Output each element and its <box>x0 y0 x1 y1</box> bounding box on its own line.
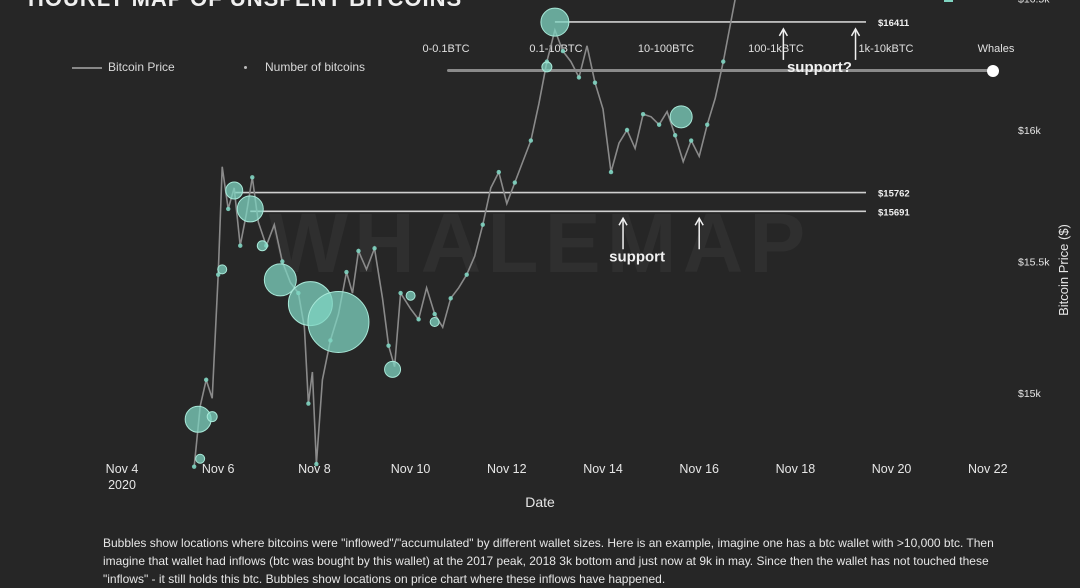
price-dot <box>688 138 694 143</box>
price-dot <box>203 377 209 383</box>
slider-label[interactable]: Whales <box>977 43 1015 55</box>
price-dot <box>386 343 391 348</box>
x-tick-label: Nov 14 <box>583 462 623 476</box>
bubble <box>195 453 206 464</box>
page-title: HOURLY MAP OF UNSPENT BITCOINS <box>28 0 462 12</box>
bubble <box>225 181 244 200</box>
price-dot <box>608 169 614 175</box>
y-axis-label: Bitcoin Price ($) <box>1056 224 1071 316</box>
bubble <box>540 7 570 37</box>
legend-count-label: Number of bitcoins <box>265 60 366 74</box>
watermark: WHALEMAP <box>269 196 812 290</box>
price-dot <box>576 75 582 80</box>
bubble <box>217 264 228 275</box>
y-tick-label: $15.5k <box>1018 257 1050 269</box>
support-level-label: $15762 <box>878 189 910 200</box>
price-dot <box>372 246 377 251</box>
x-tick-label: Nov 12 <box>487 462 527 476</box>
y-tick-label: $16k <box>1018 125 1042 137</box>
x-tick-label: Nov 4 <box>106 462 139 476</box>
bubble <box>236 195 264 223</box>
legend-count: Number of bitcoins <box>244 60 365 74</box>
slider-label[interactable]: 0.1-10BTC <box>529 43 583 55</box>
x-tick-label: Nov 20 <box>872 462 912 476</box>
bubble <box>307 290 370 353</box>
price-dot <box>512 180 518 185</box>
x-tick-label: Nov 16 <box>679 462 719 476</box>
x-tick-label: Nov 22 <box>968 462 1008 476</box>
price-dot <box>356 248 361 254</box>
price-dot <box>705 122 710 127</box>
bubble <box>184 405 212 433</box>
price-dot <box>721 59 726 64</box>
legend-price: Bitcoin Price <box>72 60 175 74</box>
price-dot <box>238 243 243 248</box>
price-line-swatch <box>72 66 102 69</box>
price-dot <box>672 133 678 138</box>
price-dot <box>480 222 485 227</box>
bubble <box>263 263 297 297</box>
arrowhead <box>694 216 704 226</box>
chart: WHALEMAP $16411 $15762 $15691 support suppo… <box>106 0 1071 510</box>
price-dot <box>528 138 534 143</box>
caption-text: Bubbles show locations where bitcoins we… <box>103 536 994 586</box>
x-tick-sublabel: 2020 <box>108 478 136 492</box>
price-dot <box>624 127 630 133</box>
bubble <box>429 316 440 327</box>
bubble <box>405 290 416 301</box>
price-dot <box>464 272 469 277</box>
arrowhead <box>850 27 861 37</box>
x-axis-label: Date <box>525 494 555 510</box>
price-dot <box>226 206 231 212</box>
price-dot <box>191 464 197 469</box>
bubble <box>206 411 218 423</box>
x-tick-label: Nov 10 <box>391 462 431 476</box>
price-line <box>193 0 736 467</box>
annotation-text: support <box>609 248 665 265</box>
price-dot <box>640 112 646 117</box>
x-tick-label: Nov 18 <box>776 462 816 476</box>
price-dot <box>280 259 285 264</box>
wallet-size-slider-track[interactable] <box>447 69 993 72</box>
price-dot <box>416 317 421 322</box>
price-dot <box>592 80 598 85</box>
price-dot <box>344 269 349 275</box>
price-dot <box>250 175 255 180</box>
x-tick-label: Nov 8 <box>298 462 331 476</box>
x-tick-label: Nov 6 <box>202 462 235 476</box>
annotation-text: support? <box>787 59 852 76</box>
slider-label[interactable]: 0-0.1BTC <box>422 43 470 55</box>
y-tick-label: $16.5k <box>1018 0 1050 6</box>
price-dot <box>216 272 221 277</box>
bubble <box>384 360 402 378</box>
slider-label[interactable]: 10-100BTC <box>637 43 695 55</box>
arrowhead <box>618 216 628 226</box>
arrowhead <box>778 27 789 37</box>
support-level-label: $15691 <box>878 207 910 218</box>
logo-icon <box>944 0 953 2</box>
price-dot <box>306 401 311 406</box>
price-dot <box>560 48 566 54</box>
legend-price-label: Bitcoin Price <box>108 60 175 74</box>
price-dot <box>496 169 501 175</box>
support-level-label: $16411 <box>878 18 910 29</box>
price-dot <box>432 311 437 317</box>
y-tick-label: $15k <box>1018 388 1042 400</box>
price-dot <box>314 461 319 467</box>
price-dot <box>656 122 662 127</box>
price-dot <box>398 290 403 296</box>
bubble <box>669 105 693 129</box>
slider-label[interactable]: 100-1kBTC <box>748 43 804 55</box>
slider-label[interactable]: 1k-10kBTC <box>858 43 914 55</box>
wallet-size-slider-handle[interactable] <box>987 65 999 77</box>
bubble-swatch <box>244 66 247 70</box>
price-dot <box>448 296 453 301</box>
bubble <box>256 240 268 252</box>
bubble <box>541 61 553 73</box>
